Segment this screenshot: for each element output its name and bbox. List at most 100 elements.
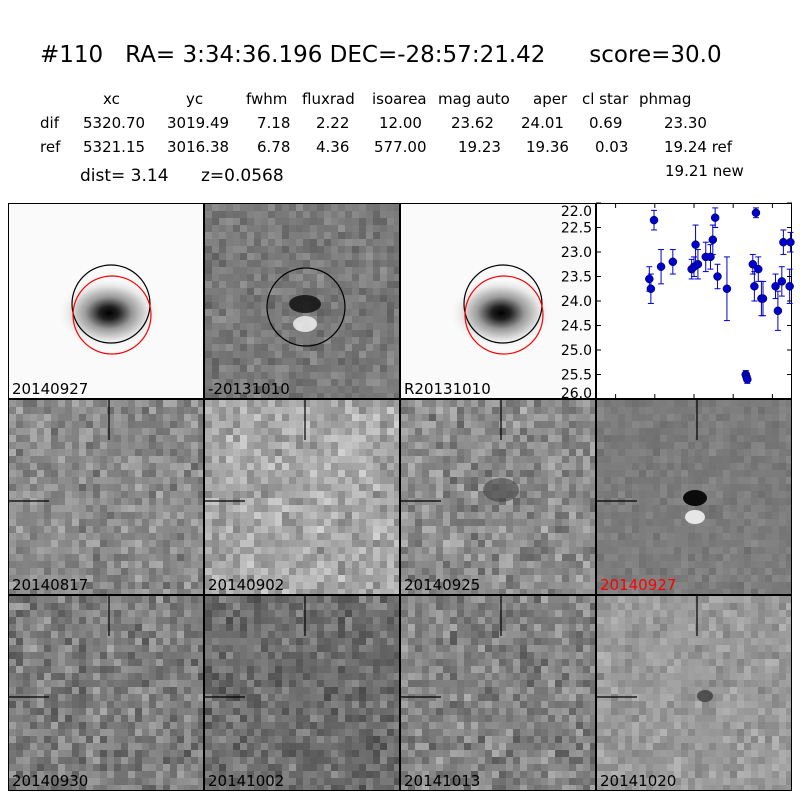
data-point <box>668 249 678 275</box>
panel-label: R20131010 <box>404 380 491 398</box>
y-tick-label: 26.0 <box>561 386 592 402</box>
panel-label-current: 20140927 <box>600 576 677 594</box>
y-tick-label: 25.0 <box>561 343 592 359</box>
data-point <box>785 268 794 304</box>
data-point <box>708 224 718 255</box>
table-cell: 5320.70 <box>83 114 146 132</box>
data-point <box>722 256 732 322</box>
panel-label: 20140925 <box>404 576 481 594</box>
table-cell: 12.00 <box>379 114 422 132</box>
data-point <box>743 374 752 384</box>
row-label: ref <box>40 138 61 156</box>
panel-label: 20140930 <box>12 772 89 790</box>
data-point <box>656 249 666 285</box>
y-tick-label: 23.0 <box>561 245 592 261</box>
data-point <box>649 209 659 231</box>
cutout-panel: 20141013 <box>400 595 596 791</box>
table-cell: 23.30 <box>664 114 707 132</box>
panel-label: 20140817 <box>12 576 89 594</box>
table-cell: 2.22 <box>316 114 350 132</box>
col-header: yc <box>186 90 204 108</box>
data-point <box>646 273 656 304</box>
table-cell: 19.24 ref <box>664 138 733 156</box>
candidate-coords: RA= 3:34:36.196 DEC=-28:57:21.42 <box>125 42 546 68</box>
data-point <box>710 207 720 228</box>
table-cell: 3016.38 <box>167 138 230 156</box>
y-tick-label: 23.5 <box>561 270 592 286</box>
data-point <box>691 224 700 265</box>
candidate-id: #110 <box>40 42 104 68</box>
y-tick-label: 25.5 <box>561 368 592 384</box>
aperture-circle-red <box>72 275 152 355</box>
cutout-panel: 20141002 <box>204 595 400 791</box>
distance-redshift: dist= 3.14 z=0.0568 <box>80 166 284 186</box>
table-cell: 4.36 <box>316 138 350 156</box>
col-header: fluxrad <box>302 90 355 108</box>
dist-value: dist= 3.14 <box>80 166 169 186</box>
cutout-image <box>9 596 203 790</box>
data-point <box>754 256 763 282</box>
y-tick-label: 22.5 <box>561 221 592 237</box>
redshift-value: z=0.0568 <box>200 166 284 186</box>
data-point <box>750 271 759 302</box>
data-point <box>786 231 795 253</box>
aperture-circle-red <box>464 275 544 355</box>
panel-label: -20131010 <box>208 380 290 398</box>
cutout-panel: 20140902 <box>204 399 400 595</box>
light-curve-chart: 22.022.523.023.524.024.525.025.526.0−100… <box>561 202 795 419</box>
cutout-image <box>9 400 203 594</box>
cutout-panel: 20140927 <box>596 399 792 595</box>
data-point <box>758 280 768 317</box>
data-point <box>693 249 703 280</box>
col-header: aper <box>533 90 568 108</box>
galaxy-image <box>401 204 595 398</box>
cutout-image <box>401 596 595 790</box>
table-cell: 5321.15 <box>83 138 146 156</box>
data-point <box>777 266 787 297</box>
table-cell: 0.69 <box>589 114 623 132</box>
data-point <box>773 290 783 331</box>
table-cell: 23.62 <box>451 114 494 132</box>
cutout-image <box>597 400 791 594</box>
y-tick-label: 24.0 <box>561 294 592 310</box>
galaxy-image <box>9 204 203 398</box>
cutout-image <box>205 400 399 594</box>
table-cell: 19.23 <box>458 138 501 156</box>
candidate-title: #110 RA= 3:34:36.196 DEC=-28:57:21.42 sc… <box>40 42 722 68</box>
col-header: mag auto <box>438 90 510 108</box>
col-header: isoarea <box>372 90 427 108</box>
panel-label: 20141002 <box>208 772 285 790</box>
aperture-circle-black <box>266 267 346 347</box>
thumbnail-difference: -20131010 <box>204 203 400 399</box>
y-tick-label: 22.0 <box>561 204 592 220</box>
cutout-image <box>205 596 399 790</box>
panel-label: 20140902 <box>208 576 285 594</box>
thumbnail-new: 20140927 <box>8 203 204 399</box>
data-point <box>771 273 780 300</box>
table-cell: 577.00 <box>374 138 427 156</box>
cutout-panel: 20141020 <box>596 595 792 791</box>
table-cell: 6.78 <box>257 138 291 156</box>
table-cell: 0.03 <box>595 138 629 156</box>
candidate-score: score=30.0 <box>589 42 722 68</box>
col-header: fwhm <box>246 90 288 108</box>
cutout-panel: 20140925 <box>400 399 596 595</box>
table-cell: 7.18 <box>257 114 291 132</box>
row-label: dif <box>40 114 59 132</box>
cutout-image <box>401 400 595 594</box>
data-point <box>748 253 758 275</box>
panel-label: 20141013 <box>404 772 481 790</box>
new-mag-value: 19.21 new <box>665 162 744 180</box>
col-header: phmag <box>639 90 692 108</box>
data-point <box>751 207 761 219</box>
difference-image <box>205 204 399 398</box>
table-cell: 24.01 <box>521 114 564 132</box>
panel-label: 20141020 <box>600 772 677 790</box>
data-point <box>713 263 722 290</box>
col-header: xc <box>103 90 120 108</box>
thumbnail-reference: R20131010 <box>400 203 596 399</box>
panel-label: 20140927 <box>12 380 89 398</box>
table-cell: 19.36 <box>526 138 569 156</box>
cutout-panel: 20140930 <box>8 595 204 791</box>
cutout-panel: 20140817 <box>8 399 204 595</box>
